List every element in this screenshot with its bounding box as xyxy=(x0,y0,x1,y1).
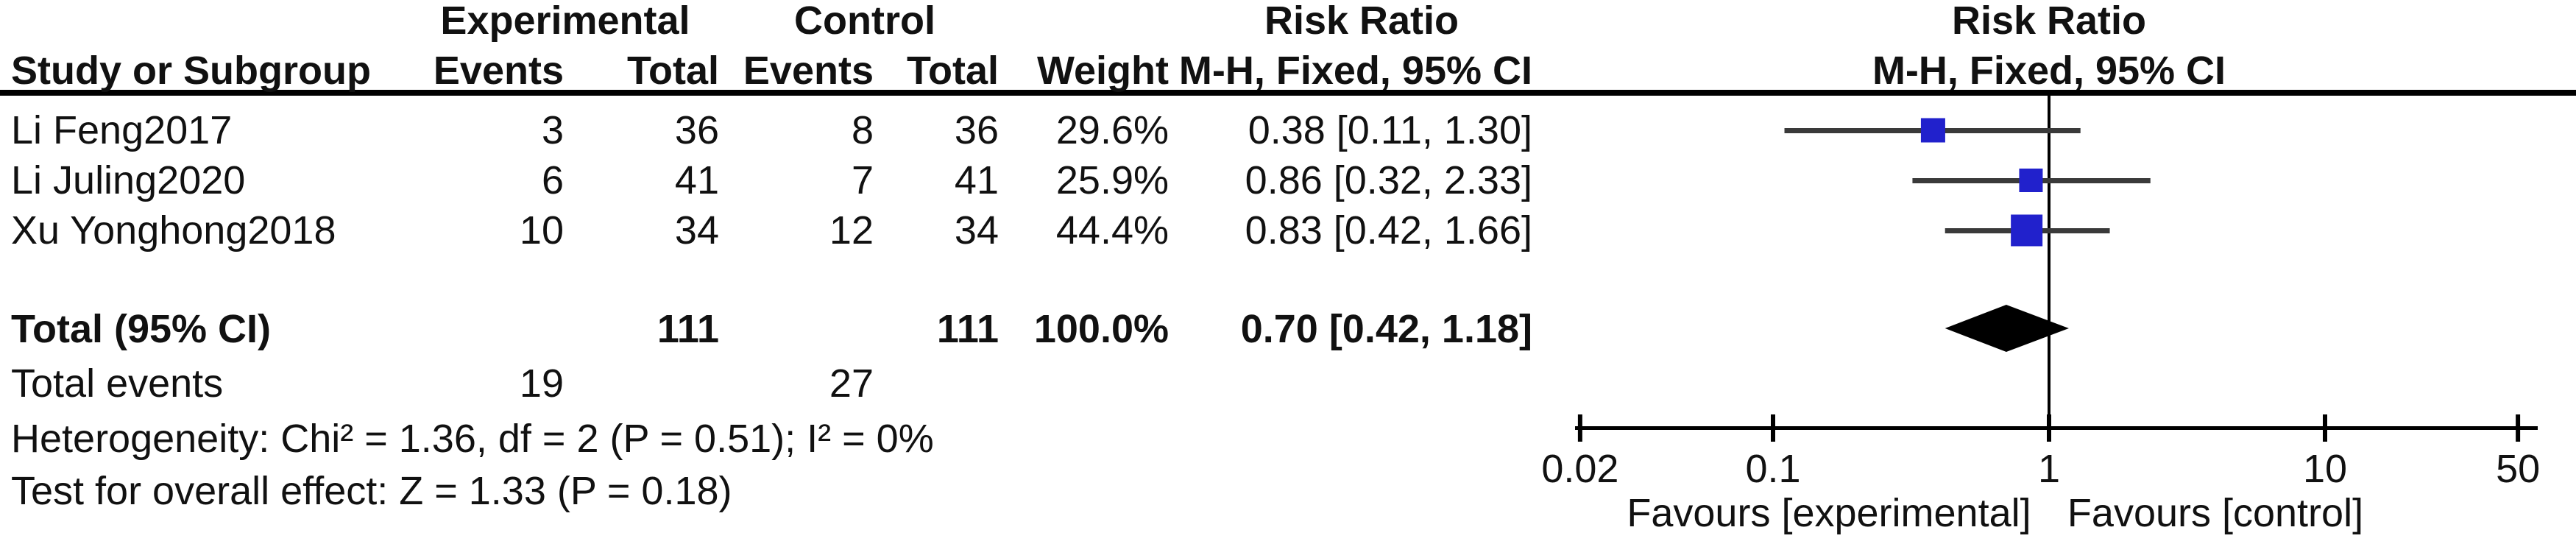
experimental-events: 10 xyxy=(519,208,564,252)
effect-square xyxy=(2011,214,2043,247)
x-axis-line xyxy=(1575,426,2538,430)
total-experimental-total: 111 xyxy=(657,307,719,351)
column-group-risk-ratio-text: Risk Ratio xyxy=(1264,0,1459,43)
x-axis-tick xyxy=(2047,414,2051,442)
experimental-total: 41 xyxy=(674,158,719,202)
axis-tick-label: 0.02 xyxy=(1541,447,1619,491)
control-total: 34 xyxy=(954,208,999,252)
control-events: 8 xyxy=(851,108,874,152)
group-header-experimental: Experimental xyxy=(440,0,690,43)
estimate-ci-text: 0.38 [0.11, 1.30] xyxy=(1248,108,1532,152)
column-header-study: Study or Subgroup xyxy=(11,49,371,93)
column-header-weight: Weight xyxy=(1037,49,1169,93)
experimental-events: 6 xyxy=(541,158,564,202)
x-axis-tick xyxy=(2516,414,2521,442)
plot-header-risk-ratio: Risk Ratio xyxy=(1951,0,2147,43)
x-axis-tick xyxy=(1577,414,1582,442)
axis-tick-label: 1 xyxy=(2037,447,2061,491)
plot-header-method-ci: M-H, Fixed, 95% CI xyxy=(1872,49,2226,93)
heterogeneity-text: Heterogeneity: Chi² = 1.36, df = 2 (P = … xyxy=(11,417,934,461)
column-header-method-ci: M-H, Fixed, 95% CI xyxy=(1178,49,1532,93)
effect-square xyxy=(2019,169,2043,192)
weight: 29.6% xyxy=(1055,108,1169,152)
experimental-events: 3 xyxy=(541,108,564,152)
effect-square xyxy=(1920,118,1945,143)
column-header-control-total: Total xyxy=(907,49,999,93)
control-total: 41 xyxy=(954,158,999,202)
favours-experimental-label: Favours [experimental] xyxy=(1627,491,2031,535)
total-weight: 100.0% xyxy=(1033,307,1169,351)
axis-tick-label: 50 xyxy=(2496,447,2541,491)
control-total: 36 xyxy=(954,108,999,152)
total-control-total: 111 xyxy=(936,307,999,351)
favours-control-label: Favours [control] xyxy=(2067,491,2364,535)
total-events-label: Total events xyxy=(11,361,224,406)
control-events: 12 xyxy=(829,208,874,252)
pooled-effect-diamond xyxy=(1945,305,2069,352)
weight: 44.4% xyxy=(1055,208,1169,252)
header-rule xyxy=(0,90,2576,96)
experimental-total: 34 xyxy=(674,208,719,252)
study-name: Li Juling2020 xyxy=(11,158,246,202)
weight: 25.9% xyxy=(1055,158,1169,202)
axis-tick-label: 10 xyxy=(2302,447,2348,491)
overall-effect-text: Test for overall effect: Z = 1.33 (P = 0… xyxy=(11,469,732,513)
experimental-total: 36 xyxy=(674,108,719,152)
control-events: 7 xyxy=(851,158,874,202)
x-axis-tick xyxy=(1771,414,1775,442)
total-events-control: 27 xyxy=(829,361,874,406)
null-effect-line xyxy=(2048,96,2050,428)
column-header-experimental-total: Total xyxy=(627,49,719,93)
total-estimate: 0.70 [0.42, 1.18] xyxy=(1240,307,1532,351)
column-header-control-events: Events xyxy=(743,49,874,93)
study-name: Li Feng2017 xyxy=(11,108,233,152)
x-axis-tick xyxy=(2323,414,2327,442)
estimate-ci-text: 0.86 [0.32, 2.33] xyxy=(1245,158,1532,202)
group-header-control: Control xyxy=(794,0,935,43)
study-name: Xu Yonghong2018 xyxy=(11,208,336,252)
estimate-ci-text: 0.83 [0.42, 1.66] xyxy=(1245,208,1532,252)
total-events-experimental: 19 xyxy=(519,361,564,406)
total-row-label: Total (95% CI) xyxy=(11,307,272,351)
axis-tick-label: 0.1 xyxy=(1745,447,1801,491)
column-header-experimental-events: Events xyxy=(433,49,564,93)
